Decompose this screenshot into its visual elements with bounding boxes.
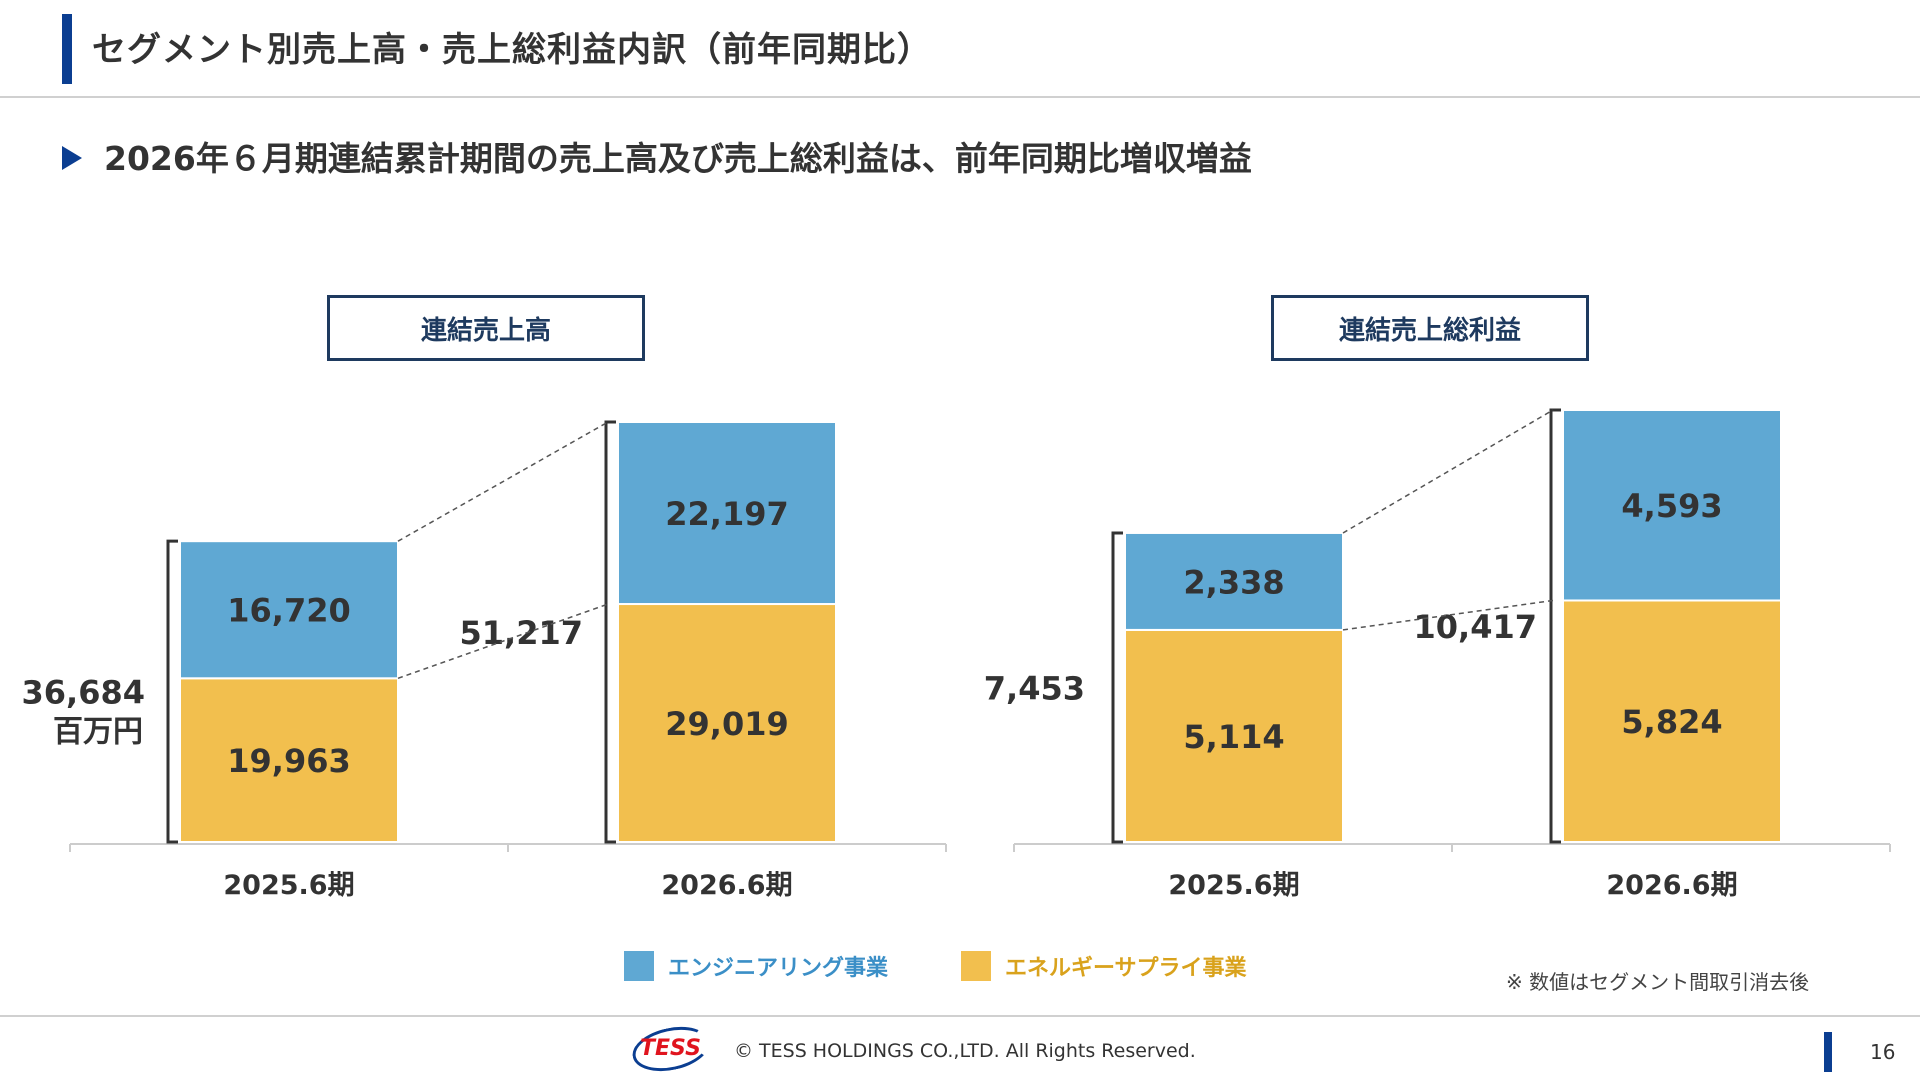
data-label-engineering: 4,593 [1621,487,1722,525]
page-title: セグメント別売上高・売上総利益内訳（前年同期比） [92,30,932,70]
page-number: 16 [1870,1040,1896,1064]
total-bracket-profit [1549,408,1561,844]
connector-line-sales [397,421,609,542]
data-label-engineering: 16,720 [227,592,350,630]
total-label-profit: 10,417 [1414,608,1537,646]
x-tick-label-sales: 2026.6期 [661,870,792,901]
copyright: © TESS HOLDINGS CO.,LTD. All Rights Rese… [734,1040,1196,1062]
legend-engineering: エンジニアリング事業 [624,950,888,982]
total-bracket-sales [604,420,616,844]
footnote: ※ 数値はセグメント間取引消去後 [1506,970,1810,994]
bar-engineering-sales [179,540,399,680]
data-label-energy: 29,019 [665,705,788,743]
total-bracket-profit [1111,531,1123,844]
data-label-energy: 19,963 [227,742,350,780]
bar-energy-sales [179,677,399,843]
x-tick-label-profit: 2025.6期 [1168,870,1299,901]
data-label-energy: 5,824 [1621,703,1722,741]
x-tick-label-sales: 2025.6期 [223,870,354,901]
title-divider [0,96,1920,98]
bar-engineering-profit [1562,409,1782,602]
chart-title-gross-profit: 連結売上総利益 [1271,295,1589,361]
data-label-engineering: 22,197 [665,495,788,533]
connector-line-profit [1342,409,1554,534]
connector-line-sales [397,603,609,680]
unit-label: 百万円 [53,715,143,750]
total-bracket-sales [166,539,178,844]
legend-label-engineering: エンジニアリング事業 [668,956,889,981]
total-label-profit: 7,453 [984,669,1085,707]
triangle-bullet-icon [62,146,82,170]
legend-label-energy: エネルギーサプライ事業 [1005,956,1247,981]
bar-engineering-profit [1124,531,1344,631]
total-label-sales: 36,684 [22,674,145,712]
legend-energy: エネルギーサプライ事業 [961,950,1247,982]
data-label-engineering: 2,338 [1183,563,1284,601]
total-label-sales: 51,217 [460,614,583,652]
footer-divider [0,1015,1920,1017]
bar-energy-profit [1124,628,1344,844]
headline: 2026年６月期連結累計期間の売上高及び売上総利益は、前年同期比増収増益 [104,139,1252,178]
bar-engineering-sales [617,421,837,606]
company-logo: TESS [640,1036,701,1061]
data-label-energy: 5,114 [1183,718,1284,756]
bar-energy-sales [617,603,837,843]
page-accent-bar [1824,1032,1832,1072]
legend-swatch-energy [961,951,991,981]
legend-swatch-engineering [624,951,654,981]
x-tick-label-profit: 2026.6期 [1606,870,1737,901]
bar-energy-profit [1562,599,1782,843]
title-accent-bar [62,14,72,84]
chart-title-sales: 連結売上高 [327,295,645,361]
